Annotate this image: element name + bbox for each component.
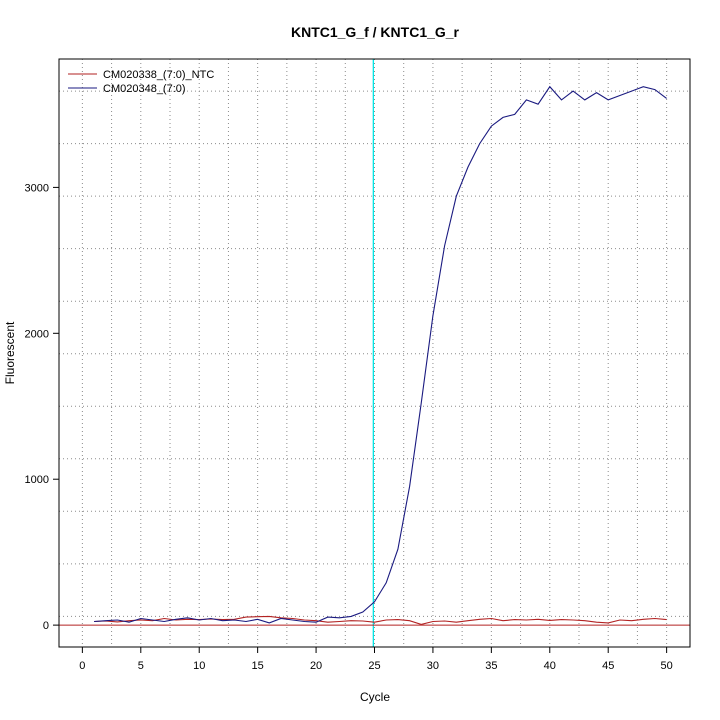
y-tick-label: 3000	[25, 182, 49, 194]
x-tick-label: 50	[661, 660, 673, 672]
x-tick-label: 25	[368, 660, 380, 672]
x-tick-label: 10	[193, 660, 205, 672]
y-tick-label: 1000	[25, 474, 49, 486]
legend-label-1: CM020338_(7:0)_NTC	[103, 69, 214, 81]
axes: 0 5 10 15 20 25 30 35 40 45 50 0 1000 2000 3000	[25, 182, 673, 672]
series-lines	[94, 85, 667, 625]
y-axis-label: Fluorescent	[3, 321, 17, 384]
x-tick-label: 40	[544, 660, 556, 672]
y-tick-label: 2000	[25, 328, 49, 340]
series-line-2	[94, 85, 667, 624]
x-tick-label: 20	[310, 660, 322, 672]
x-tick-label: 45	[602, 660, 614, 672]
x-tick-label: 35	[485, 660, 497, 672]
y-tick-label: 0	[43, 620, 49, 632]
x-tick-label: 30	[427, 660, 439, 672]
x-tick-label: 15	[252, 660, 264, 672]
threshold-layer	[59, 59, 690, 647]
x-axis-label: Cycle	[360, 690, 390, 704]
series-line-1	[94, 615, 667, 625]
legend: CM020338_(7:0)_NTC CM020348_(7:0)	[68, 69, 214, 95]
legend-label-2: CM020348_(7:0)	[103, 83, 186, 95]
x-tick-label: 0	[79, 660, 85, 672]
chart-title: KNTC1_G_f / KNTC1_G_r	[291, 24, 460, 40]
x-tick-label: 5	[138, 660, 144, 672]
